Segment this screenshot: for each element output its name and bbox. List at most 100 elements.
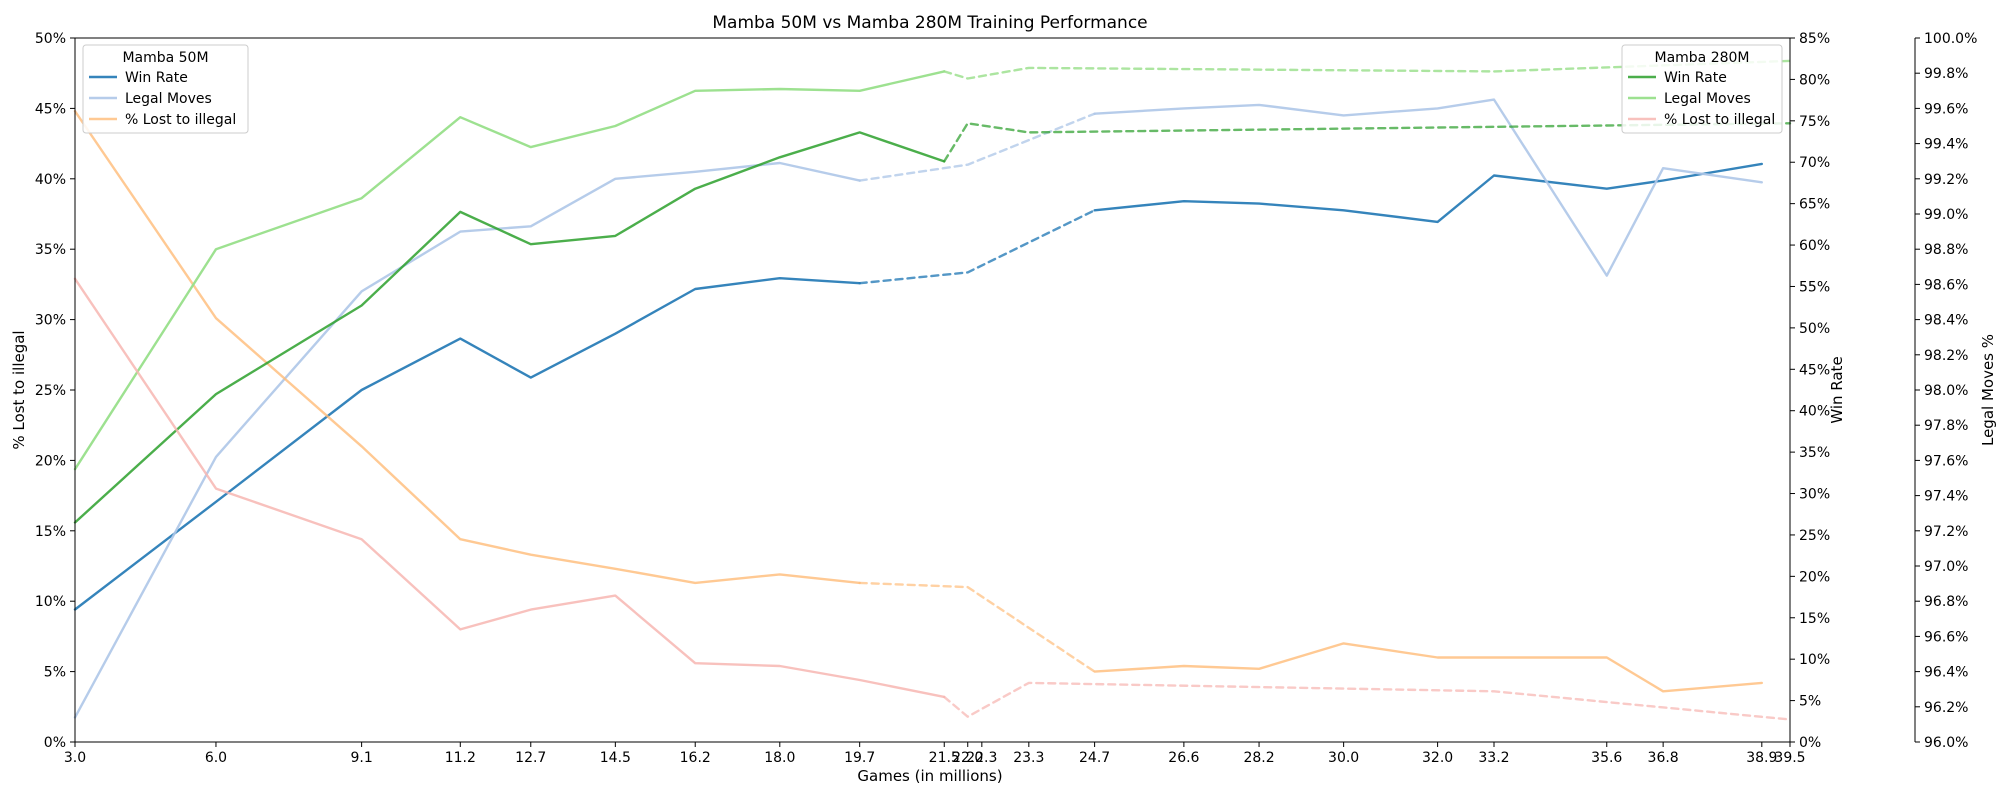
legend-entry-legal-moves: Legal Moves: [125, 91, 212, 107]
legal-moves-tick-label: 99.2%: [1924, 172, 1968, 188]
win-rate-tick-label: 30%: [1799, 487, 1830, 503]
win-rate-tick-label: 35%: [1799, 445, 1830, 461]
x-tick-label: 16.2: [680, 750, 711, 766]
x-tick-label: 12.7: [515, 750, 546, 766]
x-tick-label: 38.9: [1746, 750, 1777, 766]
x-tick-label: 18.0: [764, 750, 795, 766]
legal-moves-tick-label: 96.6%: [1924, 629, 1968, 645]
left-y-tick-label: 20%: [35, 453, 66, 469]
mamba-50m-lost-to-illegal-line: [73, 109, 861, 585]
legal-moves-tick-label: 98.4%: [1924, 313, 1968, 329]
mamba-280m-win-rate-line: [73, 131, 946, 524]
x-tick-label: 23.3: [1013, 750, 1044, 766]
win-rate-tick-label: 85%: [1799, 31, 1830, 47]
legend-entry-legal-moves: Legal Moves: [1664, 91, 1751, 107]
mamba-50m-win-rate-dashed-line: [858, 209, 1096, 285]
legal-moves-tick-label: 99.0%: [1924, 207, 1968, 223]
x-tick-label: 28.2: [1243, 750, 1274, 766]
x-tick-label: 19.7: [844, 750, 875, 766]
left-y-tick-label: 25%: [35, 383, 66, 399]
win-rate-tick-label: 45%: [1799, 362, 1830, 378]
x-tick-label: 26.6: [1168, 750, 1199, 766]
x-tick-label: 3.0: [64, 750, 86, 766]
left-y-tick-label: 0%: [44, 735, 66, 751]
legal-moves-tick-label: 99.6%: [1924, 101, 1968, 117]
legend-mamba-280m: Mamba 280M Win Rate Legal Moves % Lost to i…: [1621, 44, 1783, 134]
mamba-280m-lost-to-illegal-line: [73, 277, 946, 699]
mamba-280m-win-rate-dashed-line: [943, 122, 1792, 163]
legal-moves-tick-label: 96.2%: [1924, 700, 1968, 716]
win-rate-tick-label: 40%: [1799, 404, 1830, 420]
legal-moves-tick-label: 98.6%: [1924, 277, 1968, 293]
left-y-axis-label: % Lost to illegal: [10, 330, 28, 449]
win-rate-tick-label: 15%: [1799, 611, 1830, 627]
x-tick-label: 30.0: [1328, 750, 1359, 766]
win-rate-tick-label: 65%: [1799, 197, 1830, 213]
mamba-50m-lost-to-illegal-line-continued: [1093, 642, 1764, 693]
x-tick-label: 21.5: [929, 750, 960, 766]
x-tick-label: 24.7: [1079, 750, 1110, 766]
left-y-tick-label: 15%: [35, 524, 66, 540]
legal-moves-tick-label: 97.0%: [1924, 559, 1968, 575]
legend-box: [82, 44, 249, 134]
win-rate-tick-label: 25%: [1799, 528, 1830, 544]
x-tick-label: 39.5: [1774, 750, 1805, 766]
legend-entry-lost-to-illegal: % Lost to illegal: [1664, 112, 1775, 128]
x-tick-label: 22.0: [952, 750, 983, 766]
win-rate-tick-label: 75%: [1799, 114, 1830, 130]
mamba-50m-win-rate-line-continued: [1093, 162, 1764, 224]
chart-title: Mamba 50M vs Mamba 280M Training Perform…: [712, 13, 1147, 33]
legend-entry-win-rate: Win Rate: [125, 70, 188, 86]
legal-moves-tick-label: 97.6%: [1924, 453, 1968, 469]
mamba-50m-lost-to-illegal-dashed-line: [858, 581, 1096, 673]
legend-box: [1621, 44, 1783, 134]
win-rate-tick-label: 5%: [1799, 694, 1821, 710]
legend-title: Mamba 50M: [122, 50, 208, 66]
mamba-280m-legal-moves-dashed-line: [943, 59, 1792, 80]
legal-moves-tick-label: 100.0%: [1924, 31, 1977, 47]
x-tick-label: 32.0: [1422, 750, 1453, 766]
legal-moves-tick-label: 99.4%: [1924, 137, 1968, 153]
win-rate-tick-label: 60%: [1799, 238, 1830, 254]
x-tick-label: 11.2: [445, 750, 476, 766]
mamba-50m-legal-moves-line-continued: [1093, 98, 1764, 277]
x-tick-label: 22.3: [966, 750, 997, 766]
legal-moves-tick-label: 99.8%: [1924, 66, 1968, 82]
win-rate-tick-label: 80%: [1799, 72, 1830, 88]
legend-entry-win-rate: Win Rate: [1664, 70, 1727, 86]
win-rate-tick-label: 50%: [1799, 321, 1830, 337]
legal-moves-tick-label: 97.2%: [1924, 524, 1968, 540]
legal-moves-tick-label: 96.8%: [1924, 594, 1968, 610]
plot-frame: [74, 37, 1791, 743]
x-axis-label: Games (in millions): [857, 767, 1002, 785]
legal-moves-tick-label: 96.4%: [1924, 665, 1968, 681]
win-rate-tick-label: 55%: [1799, 279, 1830, 295]
x-tick-label: 33.2: [1478, 750, 1509, 766]
mamba-280m-lost-to-illegal-dashed-line: [943, 681, 1792, 721]
left-y-tick-label: 40%: [35, 172, 66, 188]
win-rate-tick-label: 20%: [1799, 569, 1830, 585]
legal-moves-tick-label: 98.8%: [1924, 242, 1968, 258]
mamba-50m-win-rate-line: [73, 277, 861, 611]
left-y-tick-label: 45%: [35, 101, 66, 117]
legend-entry-lost-to-illegal: % Lost to illegal: [125, 112, 236, 128]
left-y-tick-label: 5%: [44, 665, 66, 681]
legends: Mamba 50M Win Rate Legal Moves % Lost to il…: [82, 44, 1783, 134]
win-rate-tick-label: 70%: [1799, 155, 1830, 171]
win-rate-tick-label: 10%: [1799, 652, 1830, 668]
left-y-tick-label: 30%: [35, 313, 66, 329]
left-y-tick-label: 35%: [35, 242, 66, 258]
left-y-tick-label: 10%: [35, 594, 66, 610]
x-tick-label: 14.5: [600, 750, 631, 766]
mamba-280m-legal-moves-line: [73, 70, 946, 471]
x-tick-label: 6.0: [205, 750, 227, 766]
x-tick-label: 35.6: [1591, 750, 1622, 766]
legal-moves-tick-label: 96.0%: [1924, 735, 1968, 751]
legal-moves-tick-label: 97.8%: [1924, 418, 1968, 434]
axes: 3.0 6.0 9.1 11.2 12.7 14.5 16.2 18.0 19.7 21.522.…: [35, 31, 1978, 766]
mamba-50m-legal-moves-dashed-line: [858, 112, 1096, 182]
x-tick-label: 9.1: [350, 750, 372, 766]
legal-moves-tick-label: 97.4%: [1924, 489, 1968, 505]
mamba-50m-legal-moves-line: [73, 161, 861, 719]
